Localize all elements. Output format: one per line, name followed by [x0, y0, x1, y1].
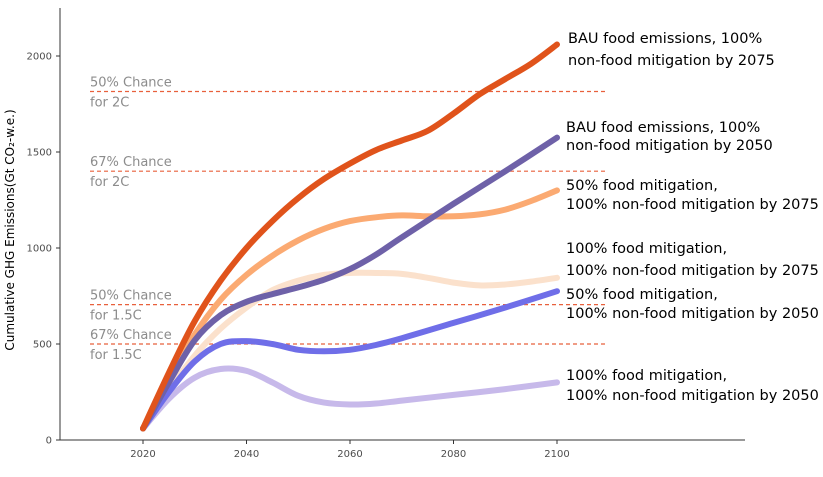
x-tick-label: 2080: [441, 449, 466, 460]
y-tick-label: 2000: [27, 52, 52, 63]
threshold-label: 67% Chance: [90, 328, 172, 343]
axes: [59, 8, 745, 441]
threshold-label: for 1.5C: [90, 348, 142, 363]
series-label: 100% non-food mitigation by 2050: [566, 388, 819, 404]
threshold-lines: 50% Chance for 2C 67% Chance for 2C 50% Chan…: [90, 76, 608, 363]
x-tick-label: 2060: [337, 449, 362, 460]
series-labels: 100% food mitigation, 100% non-food mitig…: [566, 31, 819, 404]
threshold-label: 67% Chance: [90, 155, 172, 170]
y-axis-label: Cumulative GHG Emissions(Gt CO₂-w.e.): [3, 109, 17, 350]
series-label: 100% food mitigation,: [566, 241, 727, 257]
series-label: 100% non-food mitigation by 2075: [566, 197, 819, 213]
y-tick-label: 1500: [27, 148, 52, 159]
x-tick-label: 2100: [544, 449, 569, 460]
y-tick-label: 1000: [27, 244, 52, 255]
threshold-label: for 2C: [90, 96, 129, 111]
series-lines: [140, 41, 560, 432]
series-label: 100% non-food mitigation by 2050: [566, 306, 819, 322]
series-line: [140, 134, 560, 432]
y-ticks: 0 500 1000 1500 2000: [27, 52, 60, 447]
threshold-label: 50% Chance: [90, 76, 172, 91]
series-label: non-food mitigation by 2050: [566, 138, 773, 154]
series-label: BAU food emissions, 100%: [566, 120, 760, 136]
threshold-label: for 2C: [90, 175, 129, 190]
series-line: [140, 365, 560, 432]
series-label: 50% food mitigation,: [566, 178, 718, 194]
y-tick-label: 0: [46, 436, 52, 447]
series-label: 100% non-food mitigation by 2075: [566, 263, 819, 279]
series-line: [140, 187, 560, 432]
x-ticks: 2020 2040 2060 2080 2100: [130, 440, 570, 460]
series-line: [140, 269, 560, 432]
series-label: 100% food mitigation,: [566, 368, 727, 384]
series-label: non-food mitigation by 2075: [568, 53, 775, 69]
series-line: [140, 41, 560, 432]
y-tick-label: 500: [33, 340, 52, 351]
threshold-label: 50% Chance: [90, 289, 172, 304]
threshold-label: for 1.5C: [90, 309, 142, 324]
series-label: BAU food emissions, 100%: [568, 31, 762, 47]
x-tick-label: 2020: [130, 449, 155, 460]
series-line: [140, 288, 560, 432]
series-label: 50% food mitigation,: [566, 287, 718, 303]
x-tick-label: 2040: [234, 449, 259, 460]
